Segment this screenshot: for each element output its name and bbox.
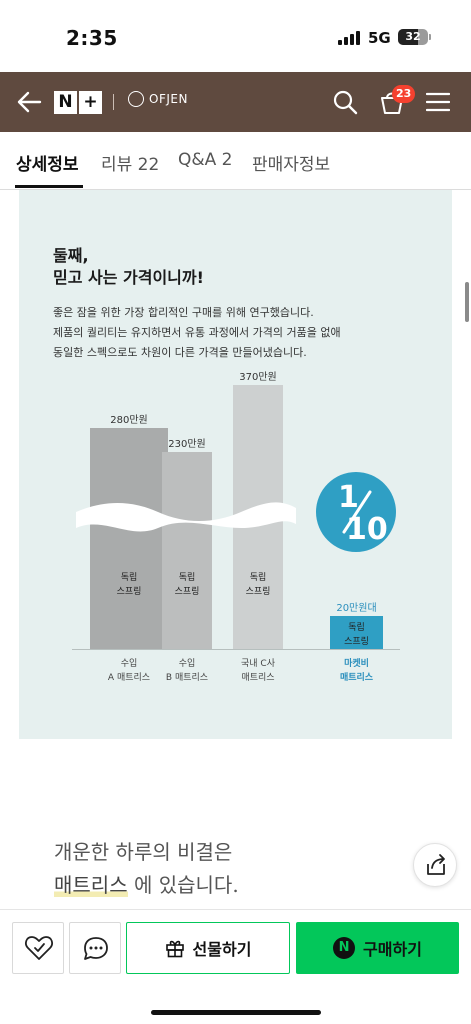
wishlist-button[interactable] bbox=[12, 922, 64, 974]
slogan-line2: 매트리스 에 있습니다. bbox=[54, 869, 239, 898]
nplus-plus: + bbox=[79, 91, 102, 114]
slogan-line1: 개운한 하루의 비결은 bbox=[54, 840, 233, 864]
bar-inner-label: 독립 스프링 bbox=[245, 573, 271, 597]
active-tab-indicator bbox=[15, 185, 83, 188]
chart-bar bbox=[162, 451, 212, 649]
bar-value-label: 230만원 bbox=[168, 438, 206, 450]
x-axis-label: 마켓비 매트리스 bbox=[339, 659, 374, 683]
badge-numerator: 1 bbox=[338, 480, 359, 515]
bar-value-label: 370만원 bbox=[239, 372, 277, 384]
status-bar: 2:35 5G 32 bbox=[0, 0, 471, 72]
slogan-highlight: 매트리스 bbox=[54, 873, 128, 897]
heart-check-icon bbox=[25, 936, 53, 960]
buy-button[interactable]: N 구매하기 bbox=[296, 922, 459, 974]
slogan-rest: 에 있습니다. bbox=[127, 873, 239, 897]
badge-denominator: 10 bbox=[346, 512, 388, 547]
search-icon[interactable] bbox=[332, 89, 358, 115]
tab-detail[interactable]: 상세정보 bbox=[16, 155, 79, 175]
buy-button-label: 구매하기 bbox=[363, 940, 422, 959]
nplus-logo[interactable]: N + bbox=[54, 91, 102, 114]
x-axis-label: 수입 B 매트리스 bbox=[165, 659, 209, 683]
section-heading-line1: 둘째, bbox=[53, 246, 89, 265]
inquiry-button[interactable] bbox=[69, 922, 121, 974]
axis-break-wave bbox=[76, 502, 296, 532]
status-time: 2:35 bbox=[66, 26, 118, 50]
chart-bar bbox=[90, 428, 168, 649]
app-header: N + OFJEN 23 bbox=[0, 72, 471, 132]
battery-icon: 32 bbox=[398, 29, 428, 45]
gift-icon bbox=[165, 940, 184, 958]
tab-seller-info[interactable]: 판매자정보 bbox=[252, 155, 331, 175]
description-line: 동일한 스펙으로도 차원이 다른 가격을 만들어냈습니다. bbox=[53, 346, 307, 359]
gift-button[interactable]: 선물하기 bbox=[126, 922, 290, 974]
brand-logo[interactable]: OFJEN bbox=[128, 91, 188, 107]
bar-inner-label: 독립 스프링 bbox=[116, 573, 142, 597]
bar-inner-label: 독립 스프링 bbox=[174, 573, 200, 597]
bar-inner-label: 독립 스프링 bbox=[344, 623, 369, 647]
share-icon bbox=[427, 854, 445, 875]
description-line: 제품의 퀄리티는 유지하면서 유통 과정에서 가격의 거품을 없애 bbox=[53, 326, 341, 339]
battery-level-text: 32 bbox=[405, 30, 421, 43]
gift-button-label: 선물하기 bbox=[192, 940, 252, 959]
nplus-n: N bbox=[54, 91, 77, 114]
naver-pay-icon: N bbox=[333, 937, 356, 959]
description-line: 좋은 잠을 위한 가장 합리적인 구매를 위해 연구했습니다. bbox=[53, 306, 314, 319]
section-heading-line2: 믿고 사는 가격이니까! bbox=[53, 268, 204, 287]
bottom-action-bar: 선물하기 N 구매하기 bbox=[0, 909, 471, 1024]
one-tenth-price-badge: 1 10 bbox=[316, 472, 396, 552]
cart-count-badge: 23 bbox=[392, 85, 416, 103]
x-axis-label: 국내 C사 매트리스 bbox=[241, 659, 275, 683]
chart-bar bbox=[330, 616, 383, 649]
share-button[interactable] bbox=[413, 843, 457, 887]
chat-bubble-icon bbox=[84, 937, 108, 960]
header-divider bbox=[113, 94, 114, 110]
back-button[interactable] bbox=[16, 90, 42, 114]
tab-reviews[interactable]: 리뷰 22 bbox=[101, 155, 160, 175]
section-description: 좋은 잠을 위한 가장 합리적인 구매를 위해 연구했습니다. 제품의 퀄리티는… bbox=[53, 303, 341, 363]
network-type: 5G bbox=[368, 29, 391, 47]
chart-baseline bbox=[72, 649, 400, 650]
scroll-indicator bbox=[465, 282, 469, 322]
x-axis-label: 수입 A 매트리스 bbox=[107, 659, 151, 683]
product-tabs: 상세정보 리뷰 22 Q&A 2 판매자정보 bbox=[0, 132, 471, 190]
home-indicator bbox=[151, 1010, 321, 1015]
signal-icon bbox=[338, 31, 360, 45]
menu-icon[interactable] bbox=[426, 92, 450, 112]
tab-qna[interactable]: Q&A 2 bbox=[178, 150, 233, 170]
bar-value-label: 20만원대 bbox=[336, 603, 377, 614]
brand-name: OFJEN bbox=[149, 92, 188, 106]
bar-value-label: 280만원 bbox=[110, 415, 148, 426]
brand-mark-icon bbox=[128, 91, 144, 107]
badge-slash-icon bbox=[342, 490, 372, 534]
